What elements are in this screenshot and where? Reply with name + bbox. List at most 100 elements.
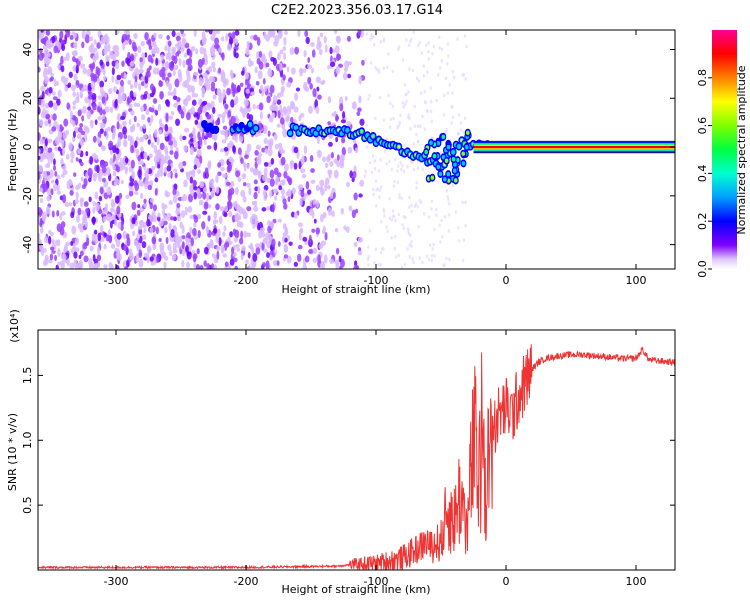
spectrogram-noise-cell <box>96 42 101 49</box>
spectrogram-noise-cell <box>132 230 136 237</box>
spectrogram-noise-cell <box>410 203 413 208</box>
spectrogram-noise-cell <box>220 148 224 153</box>
spectrogram-noise-cell <box>119 167 123 172</box>
spectrogram-signal-core <box>288 130 293 136</box>
spectrogram-noise-cell <box>268 116 274 123</box>
spectrogram-noise-cell <box>171 254 177 259</box>
spectrogram-noise-cell <box>307 76 312 84</box>
spectrogram-noise-cell <box>365 145 369 149</box>
spectrogram-noise-cell <box>410 209 413 214</box>
spectrogram-noise-cell <box>50 72 54 77</box>
spectrogram-noise-cell <box>149 201 153 210</box>
spectrogram-noise-cell <box>71 50 78 57</box>
spectrogram-noise-cell <box>258 102 264 111</box>
spectrogram-noise-cell <box>394 157 397 162</box>
spectrogram-noise-cell <box>56 209 60 217</box>
spectrogram-noise-cell <box>301 155 305 165</box>
spectrogram-noise-cell <box>80 210 85 215</box>
spectrogram-noise-cell <box>286 175 290 182</box>
spectrogram-noise-cell <box>398 192 401 197</box>
spectrogram-noise-cell <box>277 30 283 39</box>
spectrogram-noise-cell <box>367 245 370 249</box>
spectrogram-noise-cell <box>270 56 276 62</box>
spectrogram-noise-cell <box>253 191 258 200</box>
spectrogram-noise-cell <box>272 188 279 194</box>
spectrogram-noise-cell <box>207 160 212 169</box>
spectrogram-noise-cell <box>187 206 193 213</box>
spectrogram-signal-core <box>464 144 469 150</box>
spectrogram-noise-cell <box>183 52 188 58</box>
spectrogram-noise-cell <box>302 263 307 269</box>
spectrogram-noise-cell <box>336 160 341 168</box>
spectrogram-noise-cell <box>387 93 390 98</box>
spectrogram-noise-cell <box>435 207 438 212</box>
spectrogram-noise-cell <box>47 119 51 124</box>
spectrogram-noise-cell <box>380 247 384 251</box>
spectrogram-noise-cell <box>335 35 341 43</box>
spectrogram-noise-cell <box>151 165 156 171</box>
spectrogram-noise-cell <box>116 121 120 130</box>
spectrogram-noise-cell <box>124 157 129 163</box>
spectrogram-noise-cell <box>103 130 107 137</box>
spectrogram-noise-cell <box>425 43 428 48</box>
spectrogram-noise-cell <box>379 39 383 44</box>
spectrogram-noise-cell <box>227 32 233 38</box>
spectrogram-noise-cell <box>276 92 282 99</box>
spectrogram-noise-cell <box>145 109 150 116</box>
spectrogram-noise-cell <box>232 89 236 98</box>
spectrogram-noise-cell <box>422 64 426 68</box>
spectrogram-noise-cell <box>88 261 95 269</box>
spectrogram-noise-cell <box>50 188 54 196</box>
spectrogram-noise-cell <box>448 201 451 206</box>
spectrogram-noise-cell <box>110 198 115 208</box>
spectrogram-noise-cell <box>181 135 187 141</box>
spectrogram-noise-cell <box>45 114 50 119</box>
spectrogram-noise-cell <box>240 230 244 240</box>
spectrogram-noise-cell <box>53 79 57 87</box>
spectrogram-noise-cell <box>153 145 158 154</box>
spectrogram-noise-cell <box>235 204 241 213</box>
spectrogram-noise-cell <box>367 263 370 267</box>
spectrogram-noise-cell <box>190 45 196 52</box>
spectrogram-noise-cell <box>57 131 63 140</box>
spectrogram-noise-cell <box>60 221 66 228</box>
spectrogram-noise-cell <box>241 173 247 180</box>
spectrogram-noise-cell <box>421 168 424 172</box>
spectrogram-noise-cell <box>274 143 279 150</box>
spectrogram-noise-cell <box>247 251 251 259</box>
spectrogram-noise-cell <box>53 164 57 172</box>
spectrogram-noise-cell <box>403 262 407 267</box>
spectrogram-noise-cell <box>462 258 465 263</box>
spectrogram-noise-cell <box>279 104 283 114</box>
spectrogram-noise-cell <box>401 223 404 227</box>
spectrogram-noise-cell <box>383 213 386 218</box>
spectrogram-noise-cell <box>389 101 392 106</box>
spectrogram-noise-cell <box>94 238 98 245</box>
spectrogram-noise-cell <box>457 131 461 136</box>
spectrogram-noise-cell <box>180 110 185 119</box>
spectrogram-noise-cell <box>340 119 346 124</box>
spectrogram-noise-cell <box>271 112 276 118</box>
snr-series-line <box>38 344 675 570</box>
spectrogram-noise-cell <box>198 199 204 206</box>
spectrogram-noise-cell <box>241 210 247 215</box>
spectrogram-noise-cell <box>231 31 236 39</box>
spectrogram-noise-cell <box>47 147 53 154</box>
spectrogram-noise-cell <box>211 61 216 69</box>
spectrogram-noise-cell <box>249 60 254 67</box>
spectrogram-noise-cell <box>220 129 226 136</box>
spectrogram-noise-cell <box>324 44 328 53</box>
spectrogram-noise-cell <box>180 210 186 219</box>
spectrogram-noise-cell <box>45 163 49 169</box>
spectrogram-noise-cell <box>276 260 280 266</box>
spectrogram-noise-cell <box>331 112 337 117</box>
spectrogram-noise-cell <box>179 221 183 229</box>
spectrogram-noise-cell <box>86 237 90 246</box>
spectrogram-noise-cell <box>115 61 120 70</box>
spectrogram-noise-cell <box>99 224 104 233</box>
spectrogram-noise-cell <box>216 88 222 97</box>
spectrogram-noise-cell <box>324 231 328 241</box>
spectrogram-noise-cell <box>72 120 76 128</box>
spectrogram-noise-cell <box>264 148 269 155</box>
spectrogram-noise-cell <box>151 214 158 223</box>
